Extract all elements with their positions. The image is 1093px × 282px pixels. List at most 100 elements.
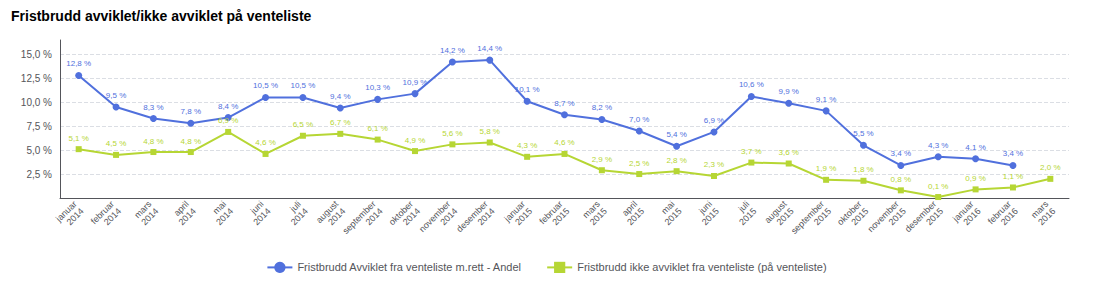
svg-text:14,4 %: 14,4 %: [477, 44, 502, 53]
svg-text:januar: januar: [502, 198, 528, 224]
svg-text:august: august: [314, 198, 341, 226]
svg-text:oktober: oktober: [386, 198, 415, 228]
svg-text:5,4 %: 5,4 %: [666, 130, 686, 139]
svg-text:februar: februar: [537, 198, 565, 227]
svg-text:september: september: [340, 198, 378, 236]
svg-text:2014: 2014: [214, 206, 235, 227]
svg-text:2014: 2014: [364, 206, 385, 227]
svg-text:14,2 %: 14,2 %: [440, 46, 465, 55]
svg-text:1,8 %: 1,8 %: [853, 165, 873, 174]
svg-text:februar: februar: [88, 198, 117, 227]
svg-text:februar: februar: [985, 198, 1013, 227]
svg-text:august: august: [762, 198, 789, 226]
svg-text:2,8 %: 2,8 %: [666, 156, 686, 165]
svg-text:10,6 %: 10,6 %: [739, 80, 764, 89]
svg-text:Fristbrudd Avviklet fra ventel: Fristbrudd Avviklet fra venteliste m.ret…: [297, 261, 521, 273]
svg-text:6,9 %: 6,9 %: [704, 116, 724, 125]
svg-text:5,0 %: 5,0 %: [26, 145, 52, 156]
svg-text:november: november: [865, 198, 901, 235]
svg-text:3,4 %: 3,4 %: [1003, 149, 1023, 158]
svg-text:Fristbrudd avviklet/ikke avvik: Fristbrudd avviklet/ikke avviklet på ven…: [11, 8, 312, 24]
svg-text:2014: 2014: [289, 206, 310, 227]
svg-text:4,1 %: 4,1 %: [965, 143, 985, 152]
svg-text:10,9 %: 10,9 %: [403, 78, 428, 87]
svg-text:2015: 2015: [662, 206, 683, 227]
svg-text:5,5 %: 5,5 %: [853, 129, 873, 138]
svg-text:6,5 %: 6,5 %: [293, 120, 313, 129]
svg-text:10,1 %: 10,1 %: [515, 85, 540, 94]
svg-text:2,0 %: 2,0 %: [1040, 163, 1060, 172]
svg-text:0,9 %: 0,9 %: [965, 174, 985, 183]
svg-text:8,2 %: 8,2 %: [592, 103, 612, 112]
svg-text:2015: 2015: [812, 206, 833, 227]
svg-text:9,9 %: 9,9 %: [778, 87, 798, 96]
svg-text:2014: 2014: [476, 206, 497, 227]
svg-text:4,5 %: 4,5 %: [106, 139, 126, 148]
svg-text:6,1 %: 6,1 %: [367, 124, 387, 133]
svg-text:2,9 %: 2,9 %: [592, 155, 612, 164]
svg-text:9,1 %: 9,1 %: [816, 95, 836, 104]
svg-text:8,4 %: 8,4 %: [218, 102, 238, 111]
svg-text:10,0 %: 10,0 %: [21, 97, 52, 108]
svg-text:8,7 %: 8,7 %: [554, 99, 574, 108]
svg-text:2014: 2014: [251, 206, 272, 227]
svg-text:5,8 %: 5,8 %: [480, 127, 500, 136]
svg-text:7,5 %: 7,5 %: [26, 121, 52, 132]
svg-text:3,6 %: 3,6 %: [778, 148, 798, 157]
svg-text:0,8 %: 0,8 %: [891, 175, 911, 184]
svg-text:2015: 2015: [588, 206, 609, 227]
svg-text:12,5 %: 12,5 %: [21, 73, 52, 84]
svg-text:8,3 %: 8,3 %: [143, 103, 163, 112]
svg-text:0,1 %: 0,1 %: [928, 182, 948, 191]
svg-text:2015: 2015: [737, 206, 758, 227]
svg-text:2015: 2015: [700, 206, 721, 227]
svg-text:desember: desember: [454, 198, 490, 235]
svg-text:januar: januar: [53, 198, 79, 224]
svg-text:12,8 %: 12,8 %: [66, 59, 91, 68]
svg-text:10,5 %: 10,5 %: [290, 81, 315, 90]
svg-text:4,8 %: 4,8 %: [143, 137, 163, 146]
svg-text:2015: 2015: [550, 206, 571, 227]
svg-text:2014: 2014: [177, 206, 198, 227]
svg-text:3,4 %: 3,4 %: [891, 149, 911, 158]
svg-text:5,6 %: 5,6 %: [442, 129, 462, 138]
svg-text:7,0 %: 7,0 %: [629, 115, 649, 124]
svg-text:2016: 2016: [961, 206, 982, 227]
svg-text:4,9 %: 4,9 %: [405, 136, 425, 145]
svg-text:4,6 %: 4,6 %: [554, 138, 574, 147]
svg-text:2015: 2015: [625, 206, 646, 227]
svg-text:2016: 2016: [999, 206, 1020, 227]
svg-text:oktober: oktober: [835, 198, 864, 228]
svg-text:2,5 %: 2,5 %: [26, 169, 52, 180]
svg-text:september: september: [789, 198, 827, 236]
svg-text:5,1 %: 5,1 %: [68, 134, 88, 143]
svg-text:4,8 %: 4,8 %: [181, 137, 201, 146]
svg-text:9,5 %: 9,5 %: [106, 91, 126, 100]
svg-text:4,3 %: 4,3 %: [517, 141, 537, 150]
svg-text:7,8 %: 7,8 %: [181, 107, 201, 116]
svg-text:2015: 2015: [513, 206, 534, 227]
svg-text:2014: 2014: [102, 206, 123, 227]
svg-text:2015: 2015: [924, 206, 945, 227]
svg-text:desember: desember: [902, 198, 939, 235]
svg-text:2,5 %: 2,5 %: [629, 159, 649, 168]
svg-text:1,1 %: 1,1 %: [1003, 172, 1023, 181]
svg-text:15,0 %: 15,0 %: [21, 49, 52, 60]
svg-text:9,4 %: 9,4 %: [330, 92, 350, 101]
svg-text:1,9 %: 1,9 %: [816, 164, 836, 173]
svg-text:mars: mars: [132, 198, 154, 221]
svg-text:3,7 %: 3,7 %: [741, 147, 761, 156]
svg-text:4,3 %: 4,3 %: [928, 141, 948, 150]
svg-text:2014: 2014: [65, 206, 86, 227]
svg-text:6,7 %: 6,7 %: [330, 118, 350, 127]
svg-text:2016: 2016: [1036, 206, 1057, 227]
svg-text:Fristbrudd ikke avviklet fra v: Fristbrudd ikke avviklet fra venteliste …: [577, 261, 826, 273]
svg-text:2014: 2014: [139, 206, 160, 227]
svg-text:10,5 %: 10,5 %: [253, 81, 278, 90]
svg-text:november: november: [417, 198, 453, 235]
svg-text:6,9 %: 6,9 %: [218, 116, 238, 125]
svg-text:4,6 %: 4,6 %: [255, 138, 275, 147]
svg-text:2,3 %: 2,3 %: [704, 160, 724, 169]
svg-text:10,3 %: 10,3 %: [365, 83, 390, 92]
svg-text:januar: januar: [950, 198, 976, 224]
